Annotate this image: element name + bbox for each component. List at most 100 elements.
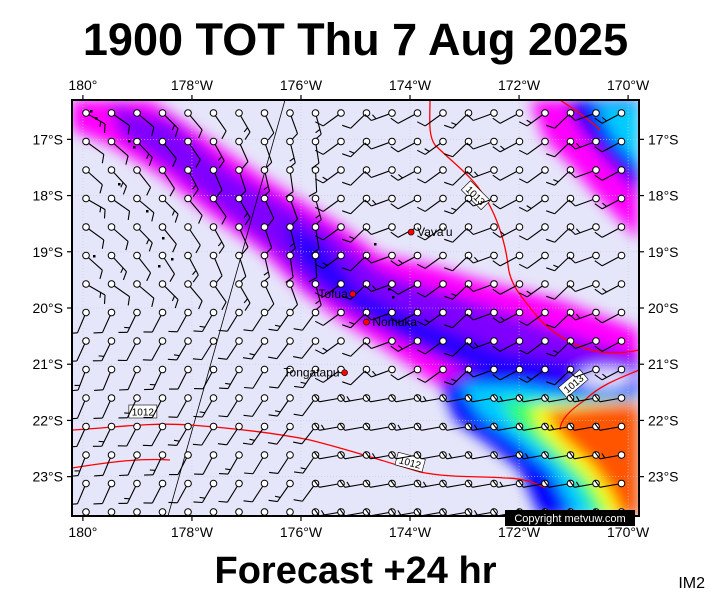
wind-barb bbox=[144, 451, 167, 476]
wind-barb bbox=[268, 479, 294, 503]
wind-barb bbox=[209, 166, 223, 198]
wind-barb bbox=[184, 194, 203, 224]
wind-barb bbox=[417, 280, 447, 298]
lon-label-top: 178°W bbox=[171, 77, 214, 93]
wind-barb bbox=[184, 223, 201, 254]
wind-barb bbox=[276, 508, 294, 516]
lat-label-right: 21°S bbox=[648, 356, 679, 372]
wind-barb bbox=[260, 280, 275, 312]
wind-barb bbox=[441, 451, 473, 460]
lat-label-left: 17°S bbox=[32, 131, 63, 147]
wind-barb bbox=[158, 137, 177, 167]
lon-label-bottom: 172°W bbox=[498, 524, 541, 540]
wind-barb bbox=[218, 394, 243, 418]
wind-barb bbox=[444, 308, 473, 329]
wind-barb bbox=[492, 479, 524, 488]
wind-barb bbox=[594, 251, 626, 267]
wind-barb bbox=[364, 166, 396, 179]
wind-barb bbox=[519, 137, 549, 155]
lon-label-top: 180° bbox=[68, 77, 97, 93]
wind-barb bbox=[142, 337, 167, 361]
wind-barb bbox=[492, 365, 524, 381]
wind-barb bbox=[193, 479, 218, 504]
wind-barb bbox=[235, 251, 247, 284]
place-marker: Tofua bbox=[318, 287, 357, 301]
wind-barb bbox=[519, 194, 549, 212]
wind-barb bbox=[72, 394, 90, 420]
wind-barb bbox=[285, 251, 294, 283]
lon-label-bottom: 178°W bbox=[171, 524, 214, 540]
wind-barb bbox=[235, 166, 247, 198]
island bbox=[90, 110, 93, 113]
wind-barb bbox=[466, 194, 498, 207]
wind-barb bbox=[93, 394, 116, 419]
wind-barb bbox=[519, 223, 549, 241]
place-name: Tongatapu bbox=[284, 366, 340, 380]
wind-barb bbox=[158, 109, 179, 138]
lat-label-left: 18°S bbox=[32, 188, 63, 204]
wind-barb bbox=[315, 109, 345, 127]
wind-barb bbox=[390, 308, 422, 324]
wind-barb bbox=[243, 308, 269, 332]
wind-barb bbox=[568, 194, 600, 207]
wind-barb bbox=[118, 394, 141, 419]
wind-barb bbox=[235, 109, 251, 140]
wind-barb bbox=[311, 223, 320, 255]
wind-barb bbox=[308, 251, 320, 283]
wind-barb bbox=[441, 422, 473, 431]
wind-barb bbox=[269, 451, 294, 474]
wind-barb bbox=[260, 251, 270, 284]
wind-barb bbox=[492, 422, 524, 431]
wind-barb bbox=[92, 422, 116, 447]
wind-barb bbox=[251, 508, 269, 516]
wind-barb bbox=[543, 394, 575, 403]
wind-barb bbox=[594, 422, 626, 431]
wind-barb bbox=[133, 109, 155, 136]
wind-barb bbox=[594, 337, 626, 352]
wind-barb bbox=[568, 280, 600, 293]
wind-barb bbox=[390, 365, 422, 381]
copyright-text: Copyright metvuw.com bbox=[514, 513, 625, 525]
rain-band-moderate bbox=[110, 105, 639, 392]
wind-barb bbox=[193, 394, 218, 418]
wind-barb bbox=[568, 223, 600, 236]
wind-barb bbox=[184, 280, 203, 310]
wind-barb bbox=[167, 337, 192, 361]
wind-barb bbox=[82, 223, 105, 249]
wind-barb bbox=[466, 109, 498, 122]
lon-label-bottom: 170°W bbox=[607, 524, 650, 540]
island bbox=[388, 288, 391, 291]
wind-barb bbox=[342, 337, 371, 357]
wind-barb bbox=[243, 479, 269, 503]
wind-barb bbox=[568, 166, 600, 179]
wind-barb bbox=[82, 280, 106, 304]
wind-barb bbox=[169, 365, 192, 390]
wind-barb bbox=[158, 280, 179, 309]
wind-barb bbox=[158, 194, 179, 223]
lat-label-left: 23°S bbox=[32, 469, 63, 485]
wind-barb bbox=[364, 109, 396, 122]
wind-barb bbox=[133, 137, 153, 166]
wind-barb bbox=[390, 479, 422, 488]
wind-barb bbox=[118, 479, 141, 504]
wind-barb bbox=[244, 365, 269, 389]
wind-barb bbox=[594, 194, 626, 210]
wind-barb bbox=[268, 394, 294, 417]
wind-barb bbox=[82, 251, 103, 279]
wind-barb bbox=[390, 251, 422, 267]
wind-barb bbox=[543, 479, 575, 488]
wind-barb bbox=[184, 251, 199, 283]
island bbox=[171, 258, 174, 261]
wind-barb bbox=[243, 394, 269, 417]
copyright-box: Copyright metvuw.com bbox=[505, 510, 635, 526]
corner-label: IM2 bbox=[678, 575, 705, 592]
isobar-line bbox=[429, 100, 639, 354]
wind-barb bbox=[519, 365, 549, 383]
wind-barb bbox=[293, 479, 320, 502]
wind-barb bbox=[184, 109, 203, 139]
isobar-label: 1012 bbox=[128, 404, 158, 419]
wind-barb bbox=[168, 394, 192, 418]
wind-barb bbox=[417, 166, 447, 184]
wind-barb bbox=[594, 365, 626, 381]
lat-label-left: 20°S bbox=[32, 300, 63, 316]
